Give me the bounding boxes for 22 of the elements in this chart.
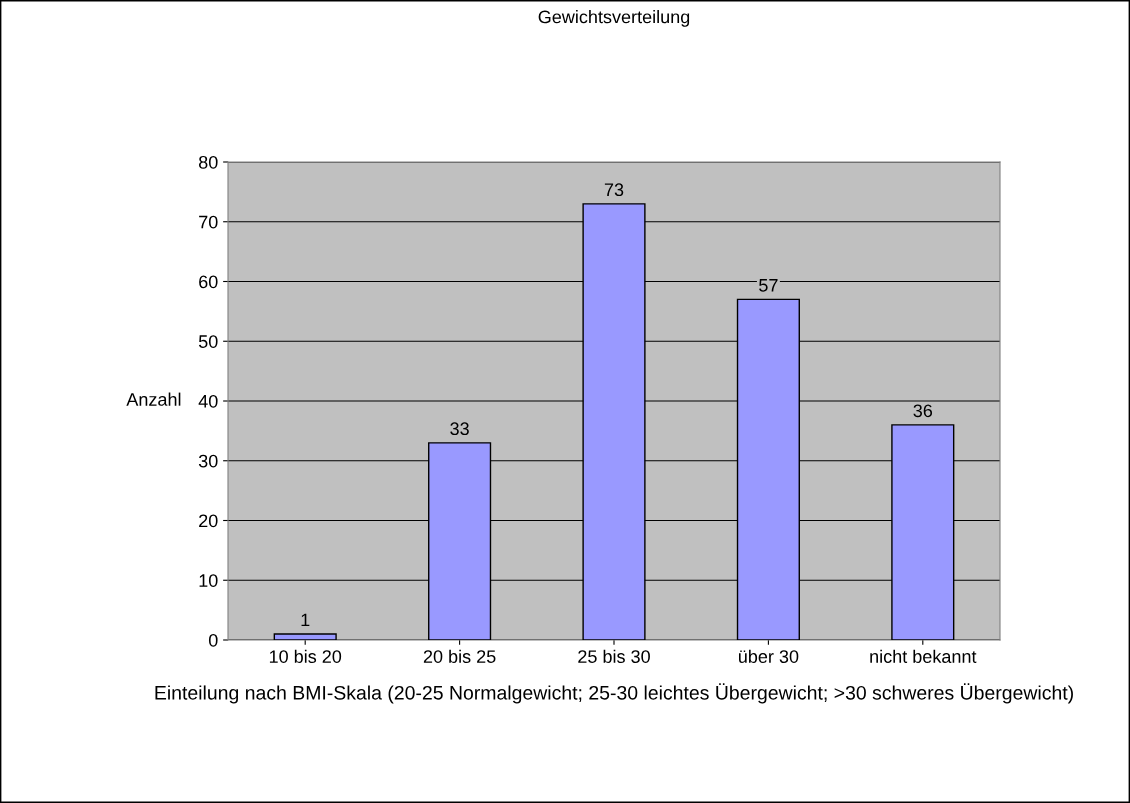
- y-tick-label: 10: [199, 574, 218, 587]
- data-label: 36: [913, 404, 933, 418]
- y-tick-label: 40: [198, 394, 218, 408]
- x-tick-label: 10 bis 20: [269, 649, 342, 663]
- y-tick-label: 80: [198, 155, 218, 169]
- x-tick-label: über 30: [739, 649, 799, 663]
- data-label: 57: [759, 279, 778, 292]
- x-tick-label: nicht bekannt: [870, 649, 977, 663]
- y-tick-label: 70: [199, 215, 218, 229]
- data-label: 1: [301, 613, 310, 627]
- data-label: 73: [604, 183, 624, 197]
- y-tick-label: 0: [208, 633, 218, 647]
- y-axis-title: Anzahl: [126, 392, 181, 406]
- x-tick-label: 25 bis 30: [578, 649, 650, 663]
- x-tick-label: 20 bis 25: [423, 649, 496, 663]
- y-tick-label: 60: [199, 275, 218, 289]
- y-tick-label: 30: [198, 454, 218, 468]
- data-label: 33: [450, 422, 469, 436]
- x-axis-title: Einteilung nach BMI-Skala (20-25 Normalgewicht; 25-30 leichtes Übergewicht; >30 schweres Übergewicht): [155, 683, 1073, 704]
- y-tick-label: 50: [198, 335, 218, 348]
- y-tick-label: 20: [199, 514, 218, 528]
- chart-title: Gewichtsverteilung: [538, 10, 690, 27]
